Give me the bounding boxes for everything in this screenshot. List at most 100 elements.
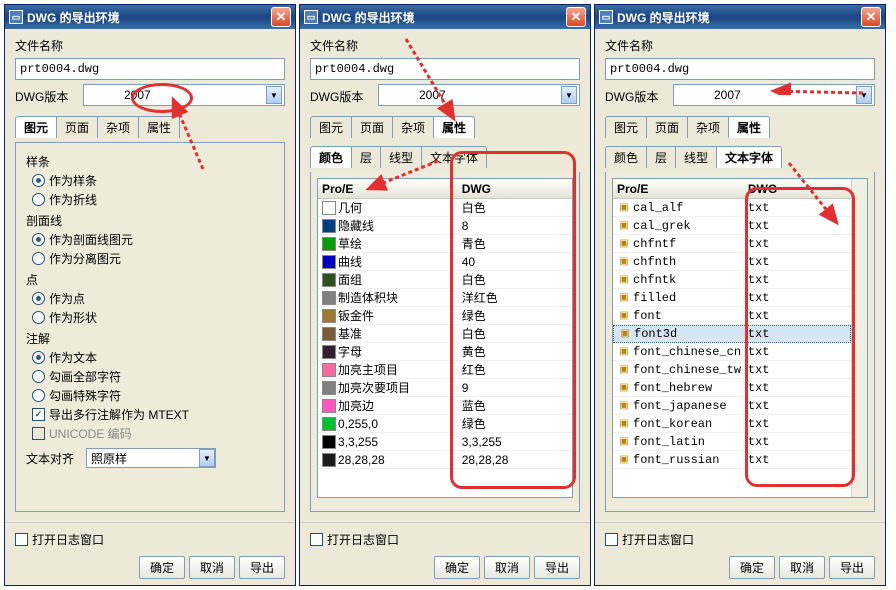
check-unicode[interactable]: UNICODE 编码 bbox=[32, 425, 278, 442]
col-proe[interactable]: Pro/E bbox=[613, 181, 744, 197]
table-row[interactable]: 隐藏线8 bbox=[318, 217, 572, 235]
table-row[interactable]: 制造体积块洋红色 bbox=[318, 289, 572, 307]
col-dwg[interactable]: DWG bbox=[744, 181, 851, 197]
radio-hatch-entity[interactable]: 作为剖面线图元 bbox=[32, 231, 278, 248]
ok-button[interactable]: 确定 bbox=[139, 556, 185, 579]
table-row[interactable]: ▣font_hebrewtxt bbox=[613, 379, 851, 397]
table-row[interactable]: 加亮边蓝色 bbox=[318, 397, 572, 415]
cancel-button[interactable]: 取消 bbox=[779, 556, 825, 579]
filename-input[interactable] bbox=[15, 58, 285, 80]
version-select[interactable]: 2007 ▼ bbox=[83, 84, 285, 106]
cancel-button[interactable]: 取消 bbox=[484, 556, 530, 579]
table-row[interactable]: 加亮次要项目9 bbox=[318, 379, 572, 397]
table-row[interactable]: ▣font_japanesetxt bbox=[613, 397, 851, 415]
close-icon[interactable]: ✕ bbox=[566, 7, 586, 27]
close-icon[interactable]: ✕ bbox=[271, 7, 291, 27]
cancel-button[interactable]: 取消 bbox=[189, 556, 235, 579]
tab-panel: 样条 作为样条 作为折线 剖面线 作为剖面线图元 作为分离图元 点 作为点 作为… bbox=[15, 142, 285, 512]
table-row[interactable]: 3,3,2553,3,255 bbox=[318, 433, 572, 451]
radio-hatch-sep[interactable]: 作为分离图元 bbox=[32, 250, 278, 267]
table-row[interactable]: ▣cal_alftxt bbox=[613, 199, 851, 217]
tab-attr[interactable]: 属性 bbox=[728, 116, 770, 138]
radio-stroke-all[interactable]: 勾画全部字符 bbox=[32, 368, 278, 385]
table-row[interactable]: ▣font_koreantxt bbox=[613, 415, 851, 433]
table-row[interactable]: 曲线40 bbox=[318, 253, 572, 271]
file-icon: ▣ bbox=[617, 256, 631, 268]
filename-label: 文件名称 bbox=[310, 37, 580, 54]
filename-input[interactable] bbox=[310, 58, 580, 80]
tab-page[interactable]: 页面 bbox=[56, 116, 98, 138]
file-icon: ▣ bbox=[617, 346, 631, 358]
check-log[interactable]: 打开日志窗口 bbox=[310, 531, 580, 548]
tab-page[interactable]: 页面 bbox=[351, 116, 393, 138]
titlebar[interactable]: ▭ DWG 的导出环境 ✕ bbox=[300, 5, 590, 29]
titlebar[interactable]: ▭ DWG 的导出环境 ✕ bbox=[595, 5, 885, 29]
tab-misc[interactable]: 杂项 bbox=[392, 116, 434, 138]
radio-as-text[interactable]: 作为文本 bbox=[32, 349, 278, 366]
table-row[interactable]: 基准白色 bbox=[318, 325, 572, 343]
check-mtext[interactable]: 导出多行注解作为 MTEXT bbox=[32, 406, 278, 423]
table-row[interactable]: ▣chfnthtxt bbox=[613, 253, 851, 271]
radio-as-polyline[interactable]: 作为折线 bbox=[32, 191, 278, 208]
radio-stroke-special[interactable]: 勾画特殊字符 bbox=[32, 387, 278, 404]
col-dwg[interactable]: DWG bbox=[458, 181, 572, 197]
filename-input[interactable] bbox=[605, 58, 875, 80]
file-icon: ▣ bbox=[617, 274, 631, 286]
table-row[interactable]: ▣font3dtxt bbox=[613, 325, 851, 343]
window-title: DWG 的导出环境 bbox=[27, 9, 120, 26]
table-row[interactable]: ▣filledtxt bbox=[613, 289, 851, 307]
tab-attr[interactable]: 属性 bbox=[138, 116, 180, 138]
table-row[interactable]: ▣chfntktxt bbox=[613, 271, 851, 289]
table-row[interactable]: ▣font_russiantxt bbox=[613, 451, 851, 469]
table-row[interactable]: 草绘青色 bbox=[318, 235, 572, 253]
titlebar[interactable]: ▭ DWG 的导出环境 ✕ bbox=[5, 5, 295, 29]
close-icon[interactable]: ✕ bbox=[861, 7, 881, 27]
table-row[interactable]: 几何白色 bbox=[318, 199, 572, 217]
table-row[interactable]: ▣font_chinese_cntxt bbox=[613, 343, 851, 361]
tab-misc[interactable]: 杂项 bbox=[97, 116, 139, 138]
table-row[interactable]: 字母黄色 bbox=[318, 343, 572, 361]
dialog-2: ▭ DWG 的导出环境 ✕ 文件名称 DWG版本 2007 ▼ 图元 页面 杂项… bbox=[299, 4, 591, 586]
export-button[interactable]: 导出 bbox=[534, 556, 580, 579]
table-row[interactable]: 加亮主项目红色 bbox=[318, 361, 572, 379]
check-log[interactable]: 打开日志窗口 bbox=[15, 531, 285, 548]
subtab-color[interactable]: 颜色 bbox=[605, 146, 647, 168]
export-button[interactable]: 导出 bbox=[239, 556, 285, 579]
col-proe[interactable]: Pro/E bbox=[318, 181, 458, 197]
table-row[interactable]: 钣金件绿色 bbox=[318, 307, 572, 325]
font-table: Pro/E DWG ▣cal_alftxt▣cal_grektxt▣chfntf… bbox=[612, 178, 868, 498]
align-select[interactable]: 照原样 ▼ bbox=[86, 448, 216, 468]
radio-as-point[interactable]: 作为点 bbox=[32, 290, 278, 307]
table-row[interactable]: ▣font_chinese_twtxt bbox=[613, 361, 851, 379]
ok-button[interactable]: 确定 bbox=[434, 556, 480, 579]
subtab-layer[interactable]: 层 bbox=[351, 146, 381, 168]
tab-entity[interactable]: 图元 bbox=[310, 116, 352, 138]
subtab-font[interactable]: 文本字体 bbox=[716, 146, 782, 168]
export-button[interactable]: 导出 bbox=[829, 556, 875, 579]
subtab-linetype[interactable]: 线型 bbox=[675, 146, 717, 168]
version-select[interactable]: 2007 ▼ bbox=[378, 84, 580, 106]
tab-attr[interactable]: 属性 bbox=[433, 116, 475, 138]
tab-page[interactable]: 页面 bbox=[646, 116, 688, 138]
table-row[interactable]: 0,255,0绿色 bbox=[318, 415, 572, 433]
radio-as-shape[interactable]: 作为形状 bbox=[32, 309, 278, 326]
table-row[interactable]: ▣font_latintxt bbox=[613, 433, 851, 451]
subtab-linetype[interactable]: 线型 bbox=[380, 146, 422, 168]
check-log[interactable]: 打开日志窗口 bbox=[605, 531, 875, 548]
table-row[interactable]: 面组白色 bbox=[318, 271, 572, 289]
scrollbar[interactable] bbox=[851, 179, 867, 497]
table-row[interactable]: ▣cal_grektxt bbox=[613, 217, 851, 235]
table-row[interactable]: ▣fonttxt bbox=[613, 307, 851, 325]
group-point: 点 bbox=[26, 271, 278, 288]
ok-button[interactable]: 确定 bbox=[729, 556, 775, 579]
subtab-layer[interactable]: 层 bbox=[646, 146, 676, 168]
table-row[interactable]: 28,28,2828,28,28 bbox=[318, 451, 572, 469]
tab-entity[interactable]: 图元 bbox=[15, 116, 57, 138]
tab-entity[interactable]: 图元 bbox=[605, 116, 647, 138]
tab-misc[interactable]: 杂项 bbox=[687, 116, 729, 138]
table-row[interactable]: ▣chfntftxt bbox=[613, 235, 851, 253]
radio-as-spline[interactable]: 作为样条 bbox=[32, 172, 278, 189]
subtab-font[interactable]: 文本字体 bbox=[421, 146, 487, 168]
subtab-color[interactable]: 颜色 bbox=[310, 146, 352, 168]
version-select[interactable]: 2007 ▼ bbox=[673, 84, 875, 106]
